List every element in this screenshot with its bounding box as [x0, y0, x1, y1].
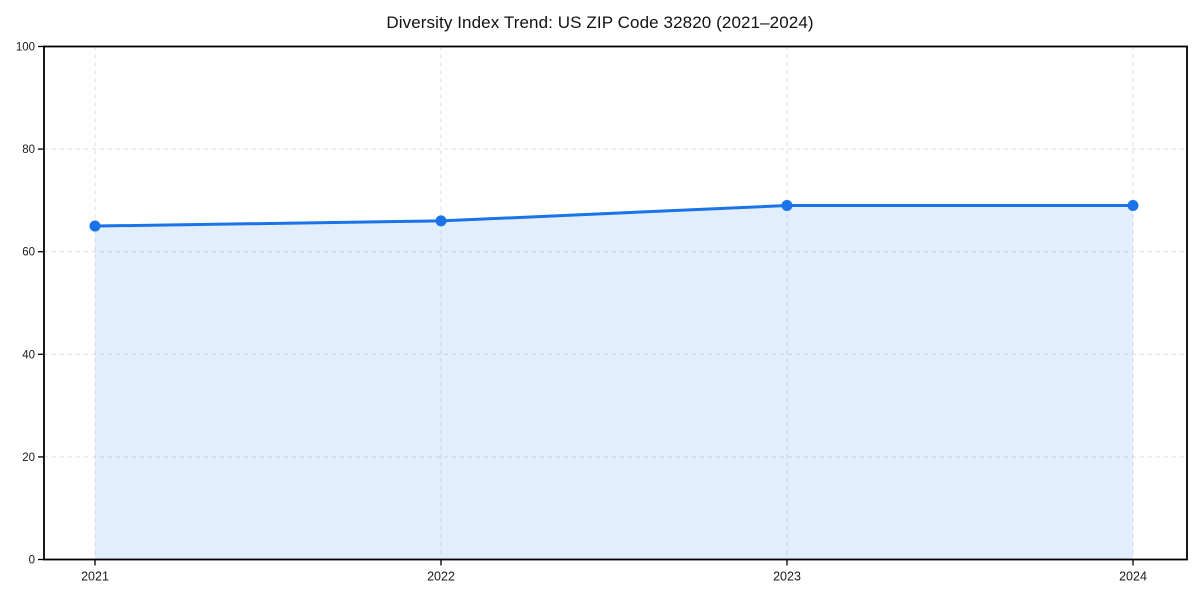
data-point [1127, 200, 1139, 212]
chart-title: Diversity Index Trend: US ZIP Code 32820… [386, 13, 814, 32]
y-tick-label: 20 [22, 452, 35, 464]
x-tick-label: 2022 [427, 570, 455, 584]
x-tick-label: 2023 [773, 570, 801, 584]
x-tick-label: 2024 [1119, 570, 1147, 584]
area-fill [95, 205, 1133, 560]
y-tick-label: 80 [22, 144, 35, 156]
data-point [781, 200, 793, 212]
y-tick-label: 40 [22, 349, 35, 361]
trend-line [93, 204, 1135, 228]
x-tick-label: 2021 [81, 570, 109, 584]
y-tick-label: 0 [29, 555, 35, 567]
y-tick-label: 60 [22, 247, 35, 259]
data-point [435, 215, 447, 227]
plot-border [43, 45, 1188, 561]
y-tick-label: 100 [16, 42, 35, 54]
data-point [89, 220, 101, 232]
